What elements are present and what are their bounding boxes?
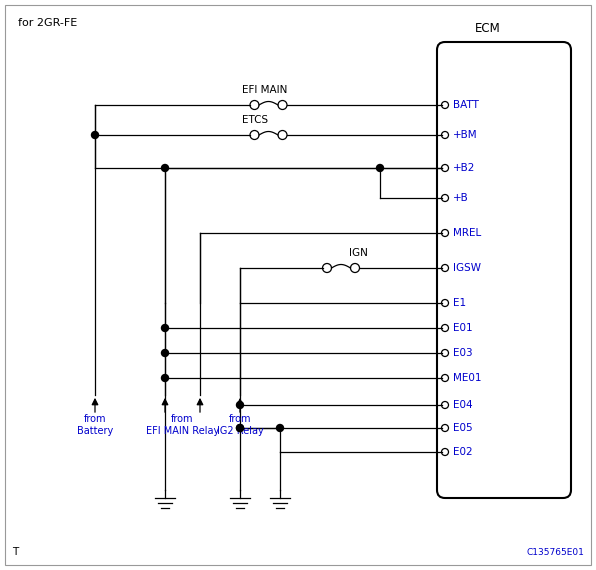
Text: ME01: ME01 [453,373,482,383]
Text: EFI MAIN: EFI MAIN [243,85,288,95]
Text: +B2: +B2 [453,163,476,173]
Text: C135765E01: C135765E01 [526,548,584,557]
Text: +B: +B [453,193,468,203]
Text: from
EFI MAIN Relay: from EFI MAIN Relay [146,414,219,435]
Circle shape [237,401,244,409]
Text: E03: E03 [453,348,473,358]
Text: for 2GR-FE: for 2GR-FE [18,18,77,28]
Circle shape [237,425,244,431]
Circle shape [162,324,169,332]
Text: IGN: IGN [349,248,368,258]
Text: MREL: MREL [453,228,481,238]
Circle shape [162,374,169,381]
Text: from
IG2 Relay: from IG2 Relay [216,414,263,435]
Text: E02: E02 [453,447,473,457]
Text: ETCS: ETCS [242,115,268,125]
Circle shape [277,425,284,431]
Circle shape [92,132,98,139]
Circle shape [377,165,383,172]
Text: T: T [12,547,18,557]
Text: E05: E05 [453,423,473,433]
Text: E04: E04 [453,400,473,410]
Text: BATT: BATT [453,100,479,110]
Text: E1: E1 [453,298,466,308]
Circle shape [162,165,169,172]
Circle shape [162,349,169,356]
Text: IGSW: IGSW [453,263,481,273]
Text: from
Battery: from Battery [77,414,113,435]
Text: ECM: ECM [475,22,501,35]
Text: +BM: +BM [453,130,477,140]
Text: E01: E01 [453,323,473,333]
Circle shape [237,425,244,431]
